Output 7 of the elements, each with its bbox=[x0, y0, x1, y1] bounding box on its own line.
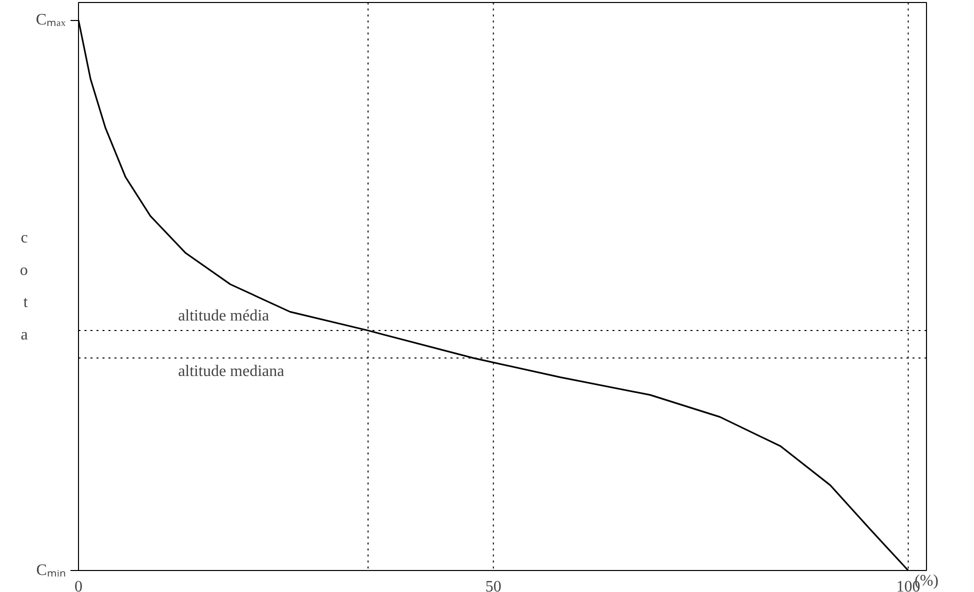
x-tick-label: 0 bbox=[74, 578, 82, 592]
text: Cₘᵢₙ bbox=[36, 562, 66, 579]
y-axis-title: cota bbox=[20, 230, 28, 344]
text: Cₘₐₓ bbox=[36, 12, 66, 29]
ref-line-label: altitude média bbox=[178, 308, 270, 325]
ref-line-label: altitude mediana bbox=[178, 363, 284, 380]
x-tick-label: 50 bbox=[485, 578, 502, 592]
